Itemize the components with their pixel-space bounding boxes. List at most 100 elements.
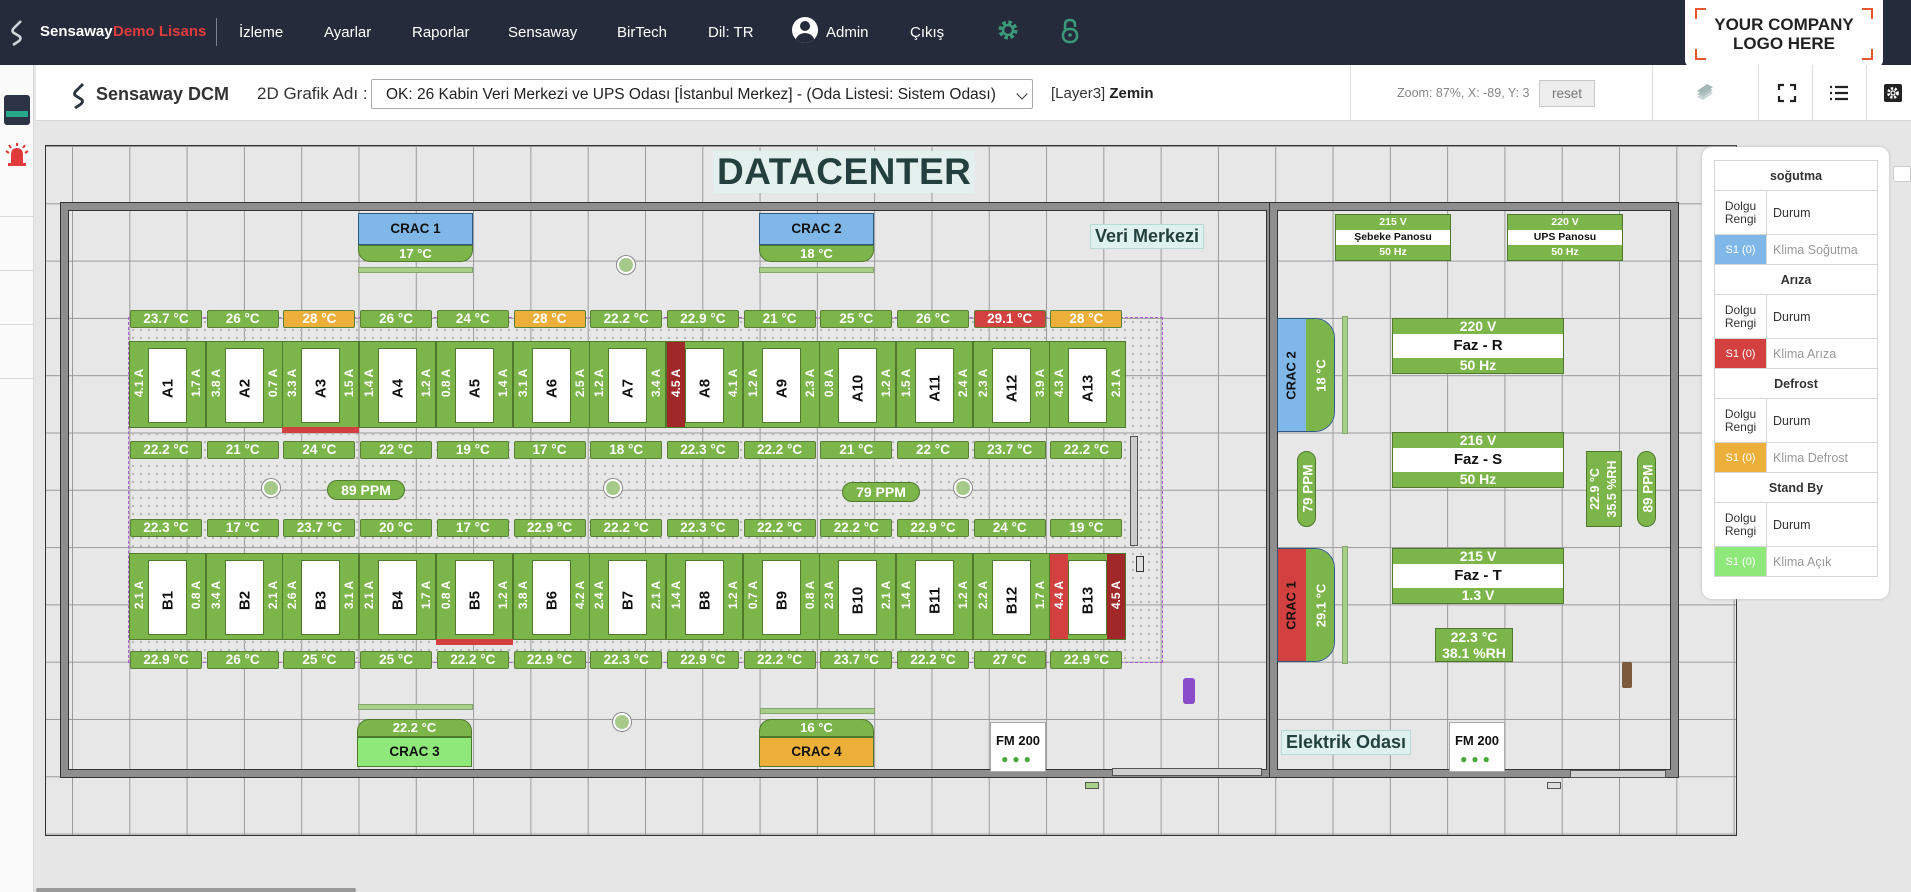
rack-top-temp-sensor[interactable]: 28 °C	[1050, 310, 1123, 328]
rack-top-temp-sensor[interactable]: 26 °C	[897, 310, 969, 328]
rack-top-temp-sensor[interactable]: 28 °C	[283, 310, 356, 328]
rack-bottom-temp-sensor[interactable]: 22.2 °C	[897, 651, 969, 669]
rack-a10[interactable]: 0.8 A A10 1.2 A	[819, 341, 897, 428]
crac-1-electrical[interactable]: CRAC 1 29.1 °C	[1277, 548, 1335, 662]
nav-sensaway[interactable]: Sensaway	[508, 24, 578, 41]
rack-a6[interactable]: 3.1 A A6 2.5 A	[512, 341, 590, 428]
rack-a2[interactable]: 3.8 A A2 0.7 A	[205, 341, 283, 428]
rack-top-temp-sensor[interactable]: 24 °C	[436, 310, 509, 328]
rack-b-front-temp-sensor[interactable]: 22.9 °C	[513, 519, 586, 537]
fullscreen-icon[interactable]	[1776, 82, 1798, 104]
rack-bottom-temp-sensor[interactable]: 22.9 °C	[1050, 651, 1123, 669]
rack-top-temp-sensor[interactable]: 22.9 °C	[666, 310, 739, 328]
sebeke-panel[interactable]: 215 V Şebeke Panosu 50 Hz	[1335, 214, 1451, 261]
settings-box-icon[interactable]	[1882, 82, 1904, 104]
layers-icon[interactable]	[4, 95, 30, 125]
rack-b4[interactable]: 2.1 A B4 1.7 A	[359, 553, 437, 640]
rack-b-front-temp-sensor[interactable]: 19 °C	[1050, 519, 1123, 537]
brand-name[interactable]: Sensaway	[40, 23, 113, 40]
rack-a-front-temp-sensor[interactable]: 23.7 °C	[973, 441, 1046, 459]
nav-user-admin[interactable]: Admin	[826, 24, 869, 41]
temp-humidity-sensor-electrical[interactable]: 22.3 °C 38.1 %RH	[1435, 628, 1513, 662]
phase-r[interactable]: 220 V Faz - R 50 Hz	[1392, 318, 1564, 374]
rack-a-front-temp-sensor[interactable]: 22.2 °C	[130, 441, 202, 459]
lock-icon[interactable]	[1060, 18, 1080, 44]
device-small[interactable]	[1136, 556, 1144, 572]
sensor-point[interactable]	[604, 479, 622, 497]
sidebar-item-2[interactable]	[0, 217, 34, 271]
layers-stack-icon[interactable]	[1694, 82, 1716, 104]
rack-bottom-temp-sensor[interactable]: 25 °C	[360, 651, 433, 669]
crac-2-unit[interactable]: CRAC 2 18 °C	[759, 213, 874, 262]
rack-a4[interactable]: 1.4 A A4 1.2 A	[359, 341, 437, 428]
rack-b-front-temp-sensor[interactable]: 22.3 °C	[130, 519, 202, 537]
user-avatar-icon[interactable]	[792, 17, 818, 43]
nav-language[interactable]: Dil: TR	[708, 24, 754, 41]
reset-button[interactable]: reset	[1539, 80, 1595, 107]
rack-b1[interactable]: 2.1 A B1 0.8 A	[129, 553, 206, 640]
rack-bottom-temp-sensor[interactable]: 26 °C	[206, 651, 279, 669]
rack-a-front-temp-sensor[interactable]: 22.2 °C	[1050, 441, 1123, 459]
phase-t[interactable]: 215 V Faz - T 1.3 V	[1392, 548, 1564, 604]
device-purple[interactable]	[1183, 678, 1195, 704]
rack-b-front-temp-sensor[interactable]: 17 °C	[206, 519, 279, 537]
rack-a-front-temp-sensor[interactable]: 17 °C	[513, 441, 586, 459]
fm200-unit[interactable]: FM 200 ●●●	[990, 722, 1046, 772]
rack-a8[interactable]: 4.5 A A8 4.1 A	[665, 341, 743, 428]
rack-b2[interactable]: 3.4 A B2 2.1 A	[205, 553, 283, 640]
rack-b3[interactable]: 2.6 A B3 3.1 A	[282, 553, 360, 640]
rack-a-front-temp-sensor[interactable]: 19 °C	[436, 441, 509, 459]
rack-b10[interactable]: 2.3 A B10 2.1 A	[819, 553, 897, 640]
rack-b-front-temp-sensor[interactable]: 22.9 °C	[897, 519, 969, 537]
sidebar-item-1[interactable]	[0, 163, 34, 217]
rack-a-front-temp-sensor[interactable]: 22 °C	[360, 441, 433, 459]
crac-2-electrical[interactable]: CRAC 2 18 °C	[1277, 318, 1335, 432]
rack-b11[interactable]: 1.4 A B11 1.2 A	[896, 553, 973, 640]
rack-a1[interactable]: 4.1 A A1 1.7 A	[129, 341, 206, 428]
nav-logout[interactable]: Çıkış	[910, 24, 945, 41]
rack-b-front-temp-sensor[interactable]: 22.2 °C	[743, 519, 816, 537]
ppm-sensor-electrical-right[interactable]: 89 PPM	[1637, 451, 1656, 527]
sensaway-logo-icon[interactable]	[8, 18, 26, 46]
rack-a7[interactable]: 1.2 A A7 3.4 A	[589, 341, 667, 428]
rack-a5[interactable]: 0.8 A A5 1.4 A	[435, 341, 513, 428]
rack-top-temp-sensor[interactable]: 28 °C	[513, 310, 586, 328]
ups-panel[interactable]: 220 V UPS Panosu 50 Hz	[1507, 214, 1623, 261]
rack-a-front-temp-sensor[interactable]: 22.2 °C	[743, 441, 816, 459]
rack-bottom-temp-sensor[interactable]: 22.9 °C	[666, 651, 739, 669]
rack-b8[interactable]: 1.4 A B8 1.2 A	[665, 553, 743, 640]
horizontal-scrollbar[interactable]	[36, 888, 356, 892]
legend-toggle[interactable]	[1893, 166, 1911, 182]
sensor-point[interactable]	[262, 479, 280, 497]
gear-icon[interactable]	[996, 18, 1020, 42]
room-select-dropdown[interactable]: OK: 26 Kabin Veri Merkezi ve UPS Odası […	[371, 79, 1033, 109]
device-mini[interactable]	[1547, 782, 1561, 789]
sensor-point[interactable]	[954, 479, 972, 497]
ppm-sensor-right[interactable]: 79 PPM	[842, 482, 920, 502]
rack-top-temp-sensor[interactable]: 21 °C	[743, 310, 816, 328]
crac-4-unit[interactable]: 16 °C CRAC 4	[759, 719, 874, 767]
rack-top-temp-sensor[interactable]: 26 °C	[360, 310, 433, 328]
rack-top-temp-sensor[interactable]: 23.7 °C	[130, 310, 202, 328]
rack-bottom-temp-sensor[interactable]: 22.3 °C	[590, 651, 663, 669]
rack-a-front-temp-sensor[interactable]: 24 °C	[283, 441, 356, 459]
rack-bottom-temp-sensor[interactable]: 27 °C	[973, 651, 1046, 669]
device-mini[interactable]	[1085, 782, 1099, 789]
rack-bottom-temp-sensor[interactable]: 25 °C	[283, 651, 356, 669]
rack-top-temp-sensor[interactable]: 25 °C	[820, 310, 893, 328]
rack-a-front-temp-sensor[interactable]: 21 °C	[206, 441, 279, 459]
rack-top-temp-sensor[interactable]: 26 °C	[206, 310, 279, 328]
crac-1-unit[interactable]: CRAC 1 17 °C	[358, 213, 473, 262]
rack-bottom-temp-sensor[interactable]: 22.2 °C	[743, 651, 816, 669]
rack-b-front-temp-sensor[interactable]: 20 °C	[360, 519, 433, 537]
rack-a9[interactable]: 1.2 A A9 2.3 A	[742, 341, 820, 428]
device-brown[interactable]	[1622, 662, 1632, 688]
rack-a-front-temp-sensor[interactable]: 22 °C	[897, 441, 969, 459]
rack-a12[interactable]: 2.3 A A12 3.9 A	[972, 341, 1050, 428]
rack-bottom-temp-sensor[interactable]: 22.9 °C	[130, 651, 202, 669]
rack-a-front-temp-sensor[interactable]: 21 °C	[820, 441, 893, 459]
rack-b12[interactable]: 2.2 A B12 1.7 A	[972, 553, 1050, 640]
ppm-sensor-left[interactable]: 89 PPM	[327, 480, 405, 500]
rack-bottom-temp-sensor[interactable]: 22.9 °C	[513, 651, 586, 669]
rack-top-temp-sensor[interactable]: 29.1 °C	[973, 310, 1046, 328]
